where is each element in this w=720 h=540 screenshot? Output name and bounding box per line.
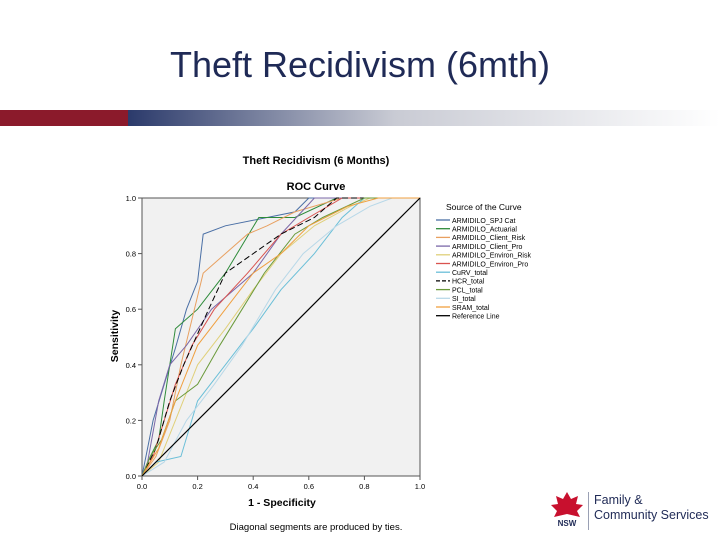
series-line-11 — [141, 197, 421, 477]
legend-title: Source of the Curve — [446, 202, 522, 212]
x-tick-label: 0.8 — [359, 482, 369, 491]
legend-label-3: ARMIDILO_Client_Pro — [452, 244, 523, 251]
y-tick-label: 0.8 — [126, 250, 136, 259]
y-tick-label: 0.6 — [126, 305, 136, 314]
series-line-9 — [141, 197, 420, 477]
legend-label-2: ARMIDILO_Client_Risk — [452, 235, 526, 242]
waratah-flower-icon: NSW — [551, 492, 583, 528]
series-line-7 — [141, 197, 420, 477]
legend-label-8: PCL_total — [452, 287, 483, 294]
x-axis-label: 1 - Specificity — [248, 497, 316, 509]
legend-label-9: SI_total — [452, 296, 476, 303]
legend-label-1: ARMIDILO_Actuarial — [452, 227, 517, 234]
logo-line-1: Family & — [594, 493, 643, 507]
series-line-2 — [141, 197, 420, 477]
y-tick-label: 0.4 — [126, 361, 136, 370]
nsw-family-community-services-logo: NSW Family & Community Services — [548, 490, 718, 534]
chart-title: Theft Recidivism (6 Months) — [243, 155, 390, 167]
legend-label-4: ARMIDILO_Environ_Risk — [452, 253, 531, 260]
y-tick-label: 0.0 — [126, 472, 136, 481]
roc-chart-svg: Theft Recidivism (6 Months) ROC Curve 1 … — [109, 155, 531, 533]
title-bar-fade-segment — [128, 110, 720, 126]
x-tick-label: 0.6 — [304, 482, 314, 491]
nsw-logo-small-text: NSW — [558, 519, 577, 528]
legend-label-7: HCR_total — [452, 279, 485, 286]
logo-line-2: Community Services — [594, 508, 709, 522]
x-tick-label: 0.0 — [137, 482, 147, 491]
chart-subtitle: ROC Curve — [287, 181, 346, 193]
legend-label-10: SRAM_total — [452, 305, 490, 312]
series-line-6 — [141, 197, 420, 477]
roc-chart: Theft Recidivism (6 Months) ROC Curve 1 … — [100, 148, 560, 538]
legend-label-6: CuRV_total — [452, 270, 488, 277]
series-line-10 — [141, 197, 420, 477]
series-line-8 — [141, 197, 420, 477]
title-bar-red-segment — [0, 110, 128, 126]
slide-title: Theft Recidivism (6mth) — [169, 44, 551, 85]
x-tick-label: 1.0 — [415, 482, 425, 491]
chart-footnote: Diagonal segments are produced by ties. — [230, 522, 403, 533]
logo-divider — [588, 492, 589, 530]
y-tick-label: 1.0 — [126, 194, 136, 203]
legend-label-5: ARMIDILO_Environ_Pro — [452, 261, 528, 268]
y-axis-label: Sensitivity — [109, 310, 121, 363]
x-tick-label: 0.2 — [192, 482, 202, 491]
series-line-3 — [141, 197, 420, 477]
y-tick-label: 0.2 — [126, 416, 136, 425]
legend-label-0: ARMIDILO_SPJ Cat — [452, 218, 515, 225]
title-gradient-bar — [0, 110, 720, 126]
x-tick-label: 0.4 — [248, 482, 258, 491]
legend-label-11: Reference Line — [452, 314, 500, 321]
